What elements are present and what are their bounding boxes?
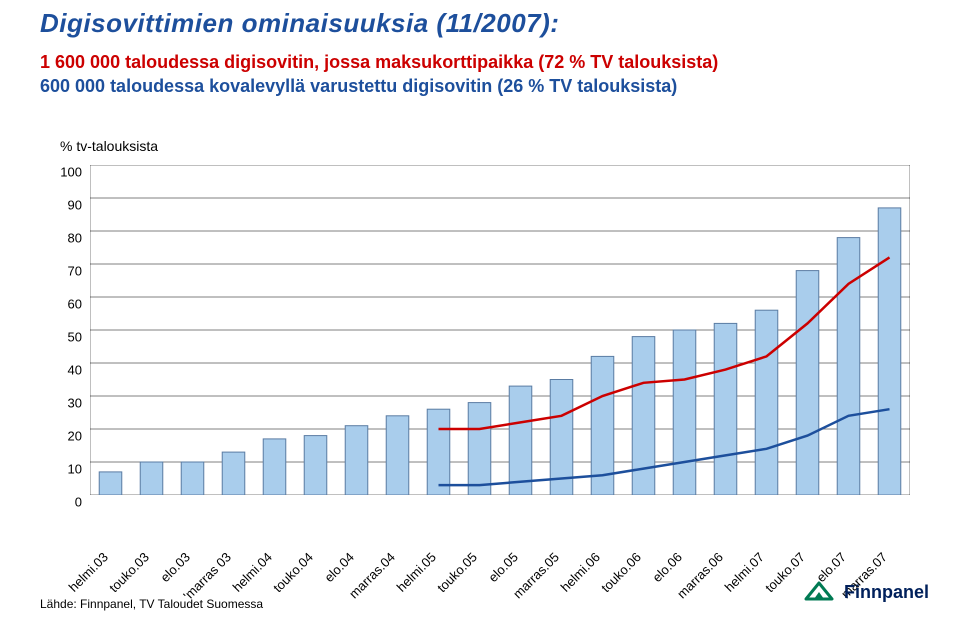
x-tick-label: touko.05 [434, 549, 480, 595]
bar [99, 472, 122, 495]
bar [673, 330, 696, 495]
y-tick-label: 80 [0, 230, 82, 245]
x-tick-label: touko.07 [762, 549, 808, 595]
x-tick-label: touko.06 [598, 549, 644, 595]
x-tick-label: helmi.04 [229, 549, 274, 594]
bar [796, 271, 819, 495]
chart [90, 165, 910, 495]
line-kovalevy [439, 409, 890, 485]
source-footer: Lähde: Finnpanel, TV Taloudet Suomessa [40, 597, 263, 611]
bar [140, 462, 163, 495]
x-tick-label: elo.03 [157, 549, 193, 585]
subtitle-2: 600 000 taloudessa kovalevyllä varustett… [40, 76, 677, 97]
x-tick-label: touko.03 [106, 549, 152, 595]
y-tick-label: 30 [0, 395, 82, 410]
bar [468, 403, 491, 495]
y-tick-label: 100 [0, 164, 82, 179]
x-tick-label: touko.04 [270, 549, 316, 595]
line-maksukorttipaikka [439, 257, 890, 429]
y-tick-label: 20 [0, 428, 82, 443]
chart-svg [90, 165, 910, 495]
bar [345, 426, 368, 495]
page: Digisovittimien ominaisuuksia (11/2007):… [0, 0, 959, 621]
x-tick-label: helmi.03 [65, 549, 110, 594]
y-tick-label: 40 [0, 362, 82, 377]
x-tick-label: helmi.07 [721, 549, 766, 594]
y-tick-label: 0 [0, 494, 82, 509]
page-title: Digisovittimien ominaisuuksia (11/2007): [40, 8, 559, 39]
x-labels: helmi.03touko.03elo.03'marras 03helmi.04… [90, 500, 910, 590]
y-tick-label: 90 [0, 197, 82, 212]
bar [263, 439, 286, 495]
bar [878, 208, 901, 495]
logo-text: Finnpanel [844, 582, 929, 603]
bar [714, 323, 737, 495]
bar [509, 386, 532, 495]
x-tick-label: helmi.05 [393, 549, 438, 594]
y-tick-label: 70 [0, 263, 82, 278]
x-tick-label: elo.04 [321, 549, 357, 585]
bar [632, 337, 655, 495]
logo: Finnpanel [802, 577, 929, 607]
x-tick-label: helmi.06 [557, 549, 602, 594]
bar [386, 416, 409, 495]
y-axis-title: % tv-talouksista [60, 138, 158, 154]
finnpanel-icon [802, 577, 836, 607]
bar [181, 462, 204, 495]
x-tick-label: elo.05 [485, 549, 521, 585]
bar [755, 310, 778, 495]
y-tick-label: 10 [0, 461, 82, 476]
y-tick-label: 50 [0, 329, 82, 344]
bar [427, 409, 450, 495]
bar [837, 238, 860, 495]
y-tick-label: 60 [0, 296, 82, 311]
bar [222, 452, 245, 495]
x-tick-label: elo.06 [649, 549, 685, 585]
subtitle-1: 1 600 000 taloudessa digisovitin, jossa … [40, 52, 718, 73]
bar [304, 436, 327, 495]
